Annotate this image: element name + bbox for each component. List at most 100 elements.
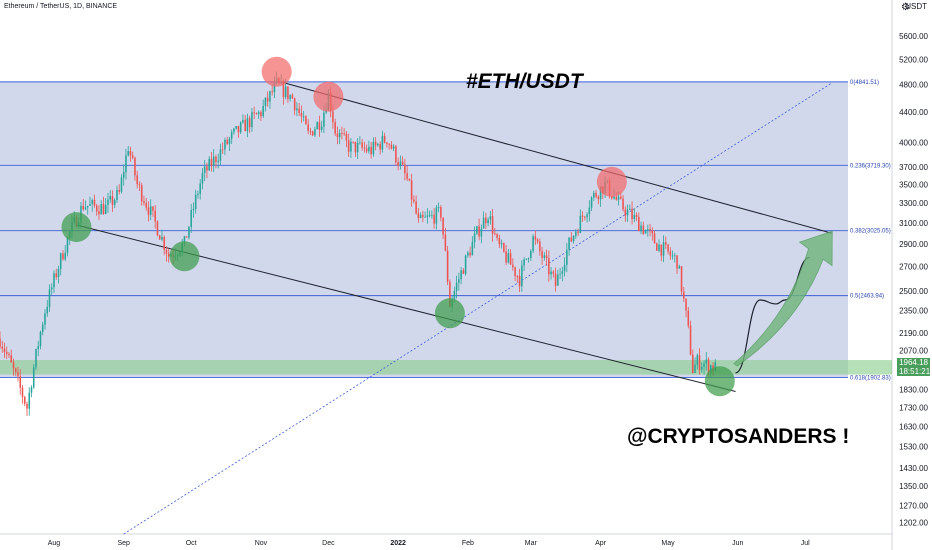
y-tick-label: 2070.00 [899,347,928,356]
candle-body [356,142,359,153]
candle-body [336,133,339,138]
candle-body [269,91,271,102]
candle-body [597,196,600,200]
candle-body [444,234,447,251]
candle-body [138,184,141,186]
x-tick-label: Mar [525,540,538,547]
candle-body [687,310,690,326]
y-tick-label: 2500.00 [899,287,928,296]
candle-body [415,201,417,214]
candle-body [41,324,44,332]
candle-body [293,98,296,111]
candle-body [480,228,483,237]
candle-body [230,132,233,139]
candle-body [302,116,305,118]
candle-body [383,135,386,143]
candle-body [428,215,431,216]
candle-body [217,160,219,163]
candle-body [163,236,165,250]
candle-body [516,275,519,277]
candle-body [190,210,192,227]
fib-label: 0.382(3025.05) [850,229,891,235]
candle-body [424,216,426,218]
y-tick-label: 4400.00 [899,108,928,117]
candle-body [523,259,525,266]
candle-body [381,135,384,150]
candle-body [368,146,370,152]
candle-body [37,346,40,349]
candle-body [323,112,325,127]
fib-label: 0.618(1902.83) [850,375,891,381]
candle-body [683,291,685,299]
candle-body [1,346,4,349]
candle-body [127,151,129,156]
candle-body [458,279,460,283]
symbol-header: Ethereum / TetherUS, 1D, BINANCE [4,3,118,10]
candle-body [431,214,433,216]
green-marker-circle [434,298,465,329]
candle-body [680,266,683,292]
candle-body [309,130,312,132]
candle-body [3,348,6,352]
candle-body [642,225,645,234]
candle-body [696,355,699,365]
candle-body [260,112,262,117]
y-tick-label: 2700.00 [899,263,928,272]
candle-body [347,140,350,152]
candle-body [651,230,654,234]
pair-annotation: #ETH/USDT [466,70,585,93]
candle-body [620,196,622,199]
candle-body [572,235,575,242]
candle-body [635,215,638,217]
candle-body [287,86,289,99]
candle-body [545,255,548,259]
candle-body [617,196,620,200]
candle-body [345,133,348,141]
candle-body [674,255,676,257]
candle-body [102,204,105,214]
candle-body [685,298,687,311]
candle-body [426,215,429,217]
candle-body [8,353,10,356]
candle-body [203,166,206,174]
candle-body [521,265,523,287]
candle-body [165,249,168,254]
candle-body [557,274,559,286]
candle-body [14,368,17,373]
candle-body [705,359,708,364]
candle-body [98,211,100,215]
candle-body [442,217,444,235]
candle-body [707,359,710,373]
author-annotation: @CRYPTOSANDERS ! [627,425,849,448]
candle-body [449,281,451,307]
candle-body [590,197,593,208]
candle-body [266,97,269,102]
candle-body [91,199,94,204]
candle-body [566,249,568,265]
candle-body [23,396,26,404]
candle-body [215,156,217,163]
green-marker-circle [704,366,735,397]
candle-body [667,244,669,252]
candle-body [111,196,114,205]
candle-body [93,199,96,206]
candle-body [406,173,408,179]
y-tick-label: 1530.00 [899,442,928,451]
candle-body [419,214,422,219]
candle-body [251,112,253,128]
red-marker-circle [313,81,344,112]
candle-body [131,155,134,158]
candle-body [622,198,624,210]
current-price-tag: 1964.18 [897,358,930,367]
candle-body [262,106,264,117]
y-tick-label: 1202.00 [899,519,928,528]
candle-body [611,195,613,199]
candle-body [678,266,681,269]
candle-body [638,216,640,232]
candle-body [469,252,471,256]
candle-body [496,234,498,238]
settings-gear-icon[interactable]: ⚙ [901,2,910,13]
candle-body [669,251,672,256]
candle-body [404,164,406,174]
